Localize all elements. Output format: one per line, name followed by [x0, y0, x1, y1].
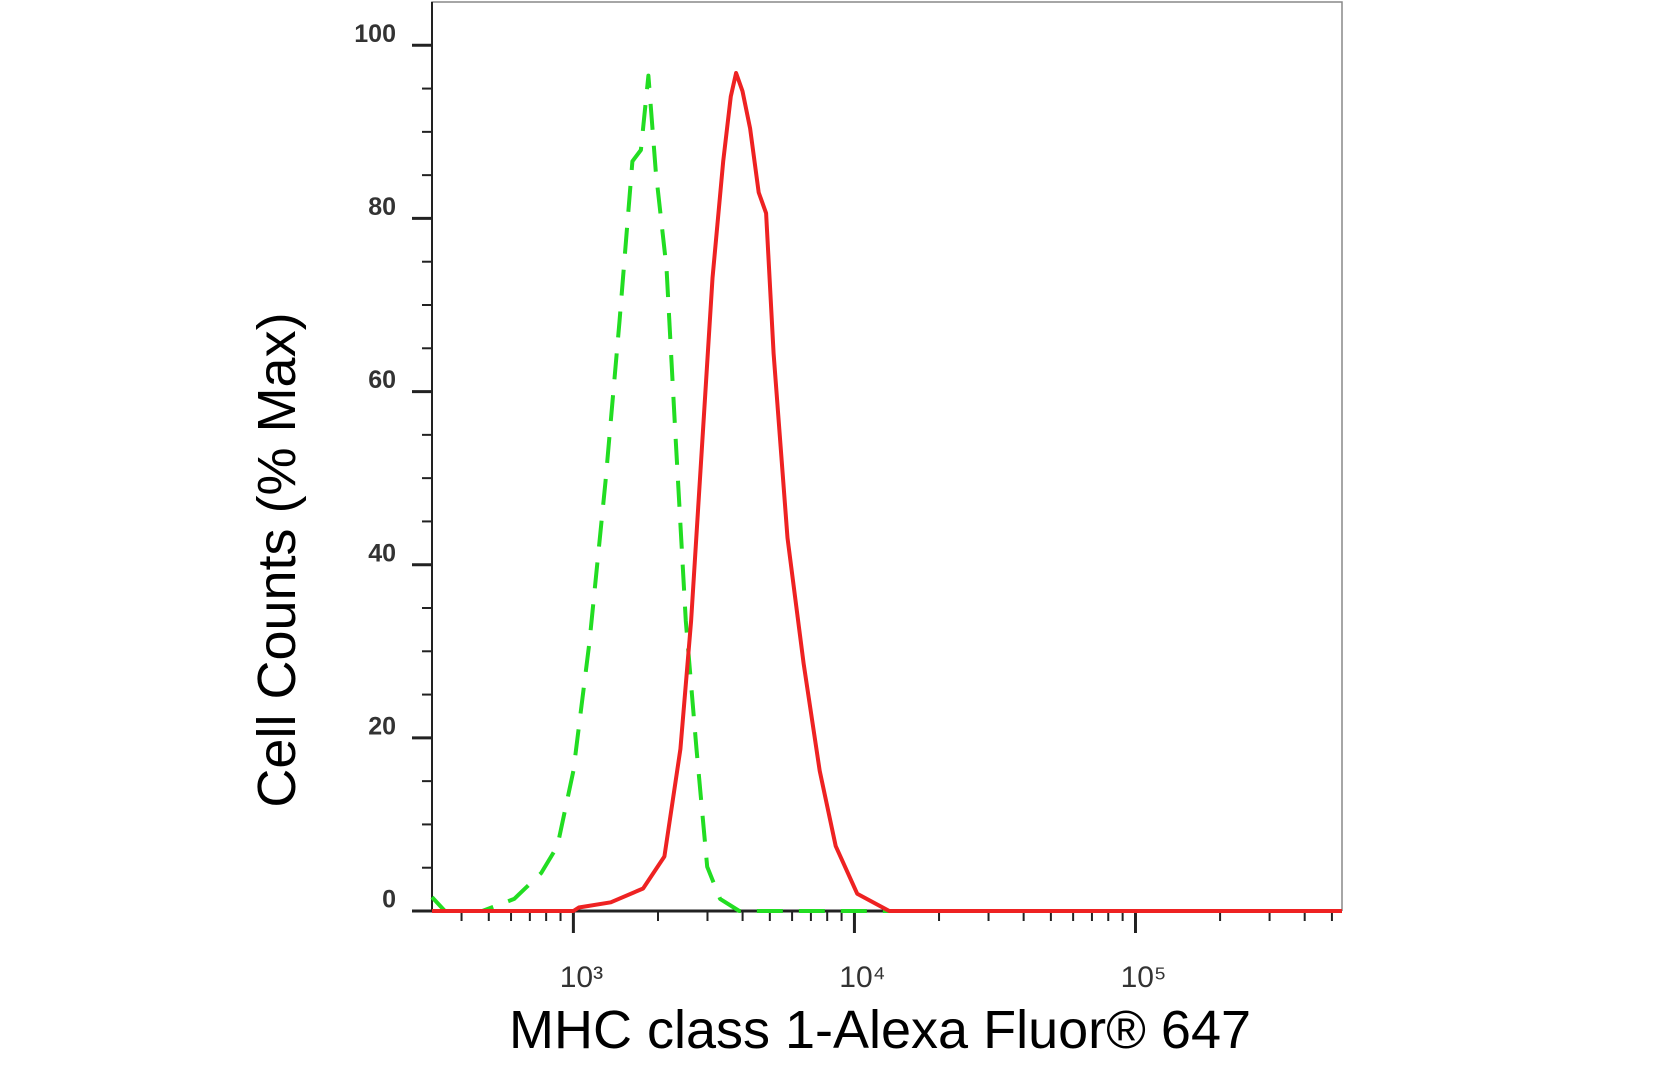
- x-axis-title: MHC class 1-Alexa Fluor® 647: [509, 1000, 1251, 1060]
- series-line: [430, 73, 1342, 913]
- x-tick-label: 10⁵: [1121, 961, 1167, 994]
- y-tick-label: 0: [382, 886, 396, 914]
- y-tick-label: 40: [368, 539, 396, 567]
- x-tick-label: 10⁴: [839, 961, 885, 994]
- series-line: [432, 71, 1342, 913]
- y-axis-title: Cell Counts (% Max): [247, 312, 307, 807]
- x-tick-label: 10³: [560, 961, 603, 994]
- y-tick-label: 60: [368, 366, 396, 394]
- y-tick-label: 80: [368, 193, 396, 221]
- y-tick-label: 100: [354, 20, 396, 48]
- y-tick-label: 20: [368, 712, 396, 740]
